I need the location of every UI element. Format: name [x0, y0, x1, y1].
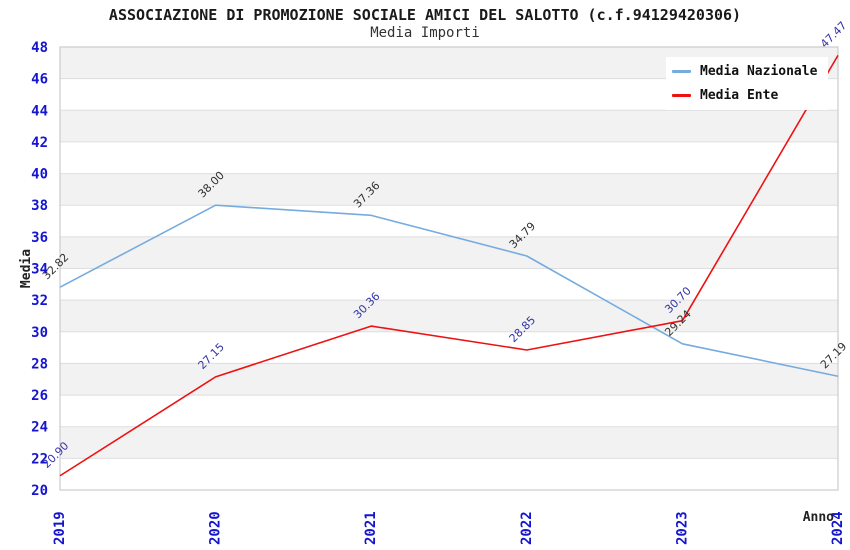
svg-text:20: 20: [31, 483, 48, 499]
svg-text:2019: 2019: [52, 511, 68, 545]
svg-text:24: 24: [31, 420, 48, 436]
svg-text:38: 38: [31, 198, 48, 214]
gridlines: [60, 78, 838, 459]
svg-text:46: 46: [31, 72, 48, 88]
x-tick-labels: 2019 2020 2021 2022 2023 2024: [52, 511, 846, 545]
legend-label-media-ente: Media Ente: [700, 88, 779, 103]
svg-text:40: 40: [31, 167, 48, 183]
svg-text:36: 36: [31, 230, 48, 246]
svg-text:32: 32: [31, 293, 48, 309]
plot-bands: [60, 47, 838, 459]
svg-text:2020: 2020: [208, 511, 224, 545]
chart-subtitle: Media Importi: [370, 25, 480, 41]
legend-item-media-ente: Media Ente: [672, 88, 822, 103]
svg-text:2023: 2023: [674, 511, 690, 545]
svg-text:44: 44: [31, 103, 48, 119]
svg-text:34: 34: [31, 262, 48, 278]
svg-text:22: 22: [31, 451, 48, 467]
x-axis-title: Anno: [803, 510, 834, 525]
series-media-ente: [59, 54, 839, 477]
series-media-nazionale: [59, 204, 839, 378]
chart-title: ASSOCIAZIONE DI PROMOZIONE SOCIALE AMICI…: [108, 6, 742, 24]
y-tick-labels: 20 22 24 26 28 30 32 34 36 38 40 42 44 46 48: [31, 40, 48, 499]
svg-text:28: 28: [31, 356, 48, 372]
legend-swatch-media-ente: [672, 94, 691, 97]
svg-text:2022: 2022: [519, 511, 535, 545]
y-axis-title: Media: [19, 249, 34, 288]
legend-item-media-nazionale: Media Nazionale: [672, 64, 822, 79]
svg-text:48: 48: [31, 40, 48, 56]
legend: Media Nazionale Media Ente: [666, 57, 828, 110]
plot-frame: [59, 46, 839, 491]
legend-swatch-media-nazionale: [672, 70, 691, 73]
svg-text:30: 30: [31, 325, 48, 341]
svg-text:2024: 2024: [830, 511, 846, 545]
svg-text:2021: 2021: [363, 511, 379, 545]
svg-text:26: 26: [31, 388, 48, 404]
svg-text:47.47: 47.47: [818, 19, 849, 50]
svg-text:42: 42: [31, 135, 48, 151]
legend-label-media-nazionale: Media Nazionale: [700, 64, 818, 79]
